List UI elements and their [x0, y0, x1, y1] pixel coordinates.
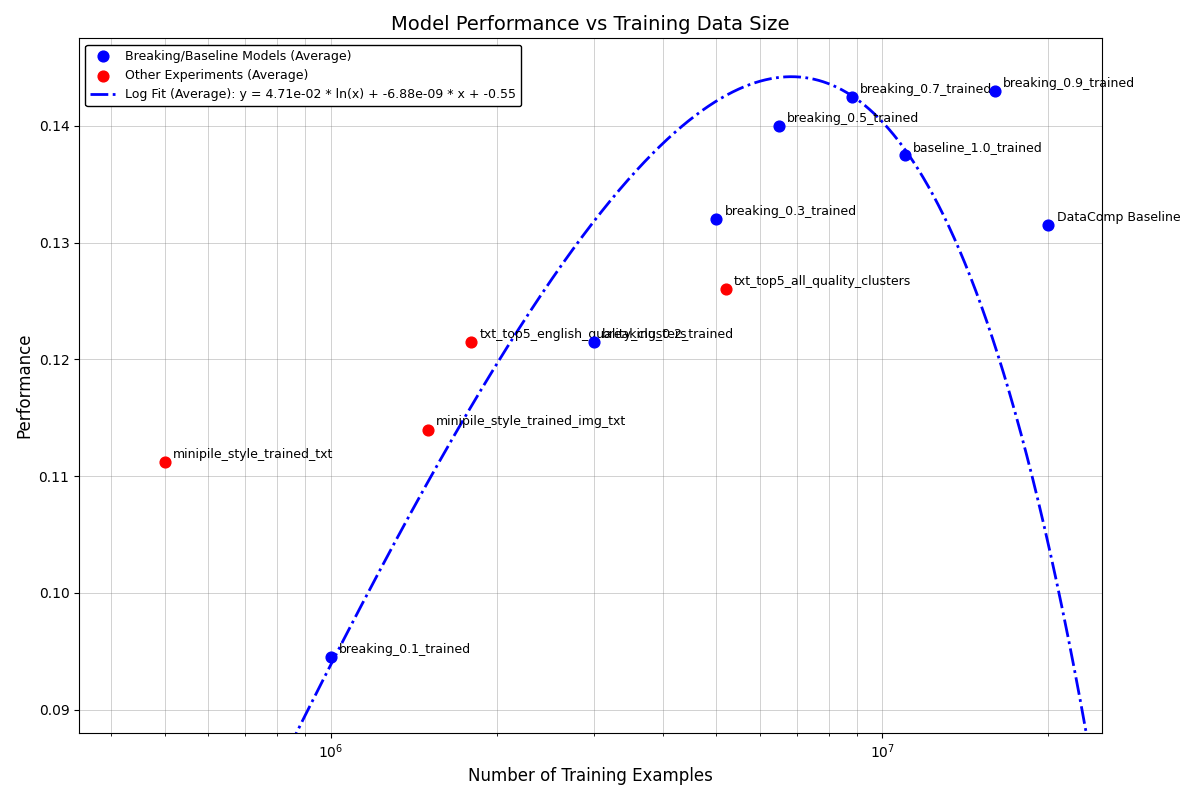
Log Fit (Average): y = 4.71e-02 * ln(x) + -6.88e-09 * x + -0.55: (2.45e+07, 0.0827): y = 4.71e-02 * ln(x) + -6.88e-09 * x + -… [1090, 790, 1104, 800]
Other Experiments (Average) [418, 423, 437, 436]
Breaking/Baseline Models (Average) [1039, 218, 1058, 231]
Text: breaking_0.1_trained: breaking_0.1_trained [338, 643, 472, 656]
Line: Log Fit (Average): y = 4.71e-02 * ln(x) + -6.88e-09 * x + -0.55: Log Fit (Average): y = 4.71e-02 * ln(x) … [139, 77, 1102, 800]
Other Experiments (Average) [155, 456, 174, 469]
Text: minipile_style_trained_txt: minipile_style_trained_txt [173, 448, 334, 461]
Text: breaking_0.9_trained: breaking_0.9_trained [1003, 77, 1135, 90]
Text: minipile_style_trained_img_txt: minipile_style_trained_img_txt [436, 415, 626, 428]
Breaking/Baseline Models (Average) [584, 335, 604, 348]
Breaking/Baseline Models (Average) [322, 651, 341, 664]
Log Fit (Average): y = 4.71e-02 * ln(x) + -6.88e-09 * x + -0.55: (2.19e+07, 0.0955): y = 4.71e-02 * ln(x) + -6.88e-09 * x + -… [1062, 641, 1076, 650]
Text: DataComp Baseline: DataComp Baseline [1056, 211, 1180, 224]
Log Fit (Average): y = 4.71e-02 * ln(x) + -6.88e-09 * x + -0.55: (9.87e+06, 0.141): y = 4.71e-02 * ln(x) + -6.88e-09 * x + -… [872, 114, 887, 123]
Text: txt_top5_all_quality_clusters: txt_top5_all_quality_clusters [734, 275, 911, 288]
Other Experiments (Average) [462, 335, 481, 348]
Log Fit (Average): y = 4.71e-02 * ln(x) + -6.88e-09 * x + -0.55: (4.71e+06, 0.141): y = 4.71e-02 * ln(x) + -6.88e-09 * x + -… [695, 106, 709, 116]
X-axis label: Number of Training Examples: Number of Training Examples [468, 767, 713, 785]
Log Fit (Average): y = 4.71e-02 * ln(x) + -6.88e-09 * x + -0.55: (6.84e+06, 0.144): y = 4.71e-02 * ln(x) + -6.88e-09 * x + -… [784, 72, 798, 82]
Text: breaking_0.2_trained: breaking_0.2_trained [602, 328, 734, 341]
Breaking/Baseline Models (Average) [985, 85, 1004, 98]
Log Fit (Average): y = 4.71e-02 * ln(x) + -6.88e-09 * x + -0.55: (3.25e+06, 0.134): y = 4.71e-02 * ln(x) + -6.88e-09 * x + -… [606, 193, 620, 202]
Text: breaking_0.5_trained: breaking_0.5_trained [787, 112, 919, 125]
Legend: Breaking/Baseline Models (Average), Other Experiments (Average), Log Fit (Averag: Breaking/Baseline Models (Average), Othe… [85, 45, 522, 106]
Text: txt_top5_english_quality_clusters: txt_top5_english_quality_clusters [480, 328, 688, 341]
Text: breaking_0.7_trained: breaking_0.7_trained [860, 82, 992, 95]
Breaking/Baseline Models (Average) [707, 213, 726, 226]
Log Fit (Average): y = 4.71e-02 * ln(x) + -6.88e-09 * x + -0.55: (1.09e+07, 0.138): y = 4.71e-02 * ln(x) + -6.88e-09 * x + -… [896, 143, 911, 153]
Breaking/Baseline Models (Average) [769, 119, 788, 132]
Title: Model Performance vs Training Data Size: Model Performance vs Training Data Size [391, 15, 790, 34]
Text: breaking_0.3_trained: breaking_0.3_trained [725, 205, 857, 218]
Text: baseline_1.0_trained: baseline_1.0_trained [913, 141, 1043, 154]
Breaking/Baseline Models (Average) [842, 90, 862, 103]
Other Experiments (Average) [716, 283, 736, 296]
Breaking/Baseline Models (Average) [895, 149, 914, 162]
Y-axis label: Performance: Performance [14, 333, 32, 438]
